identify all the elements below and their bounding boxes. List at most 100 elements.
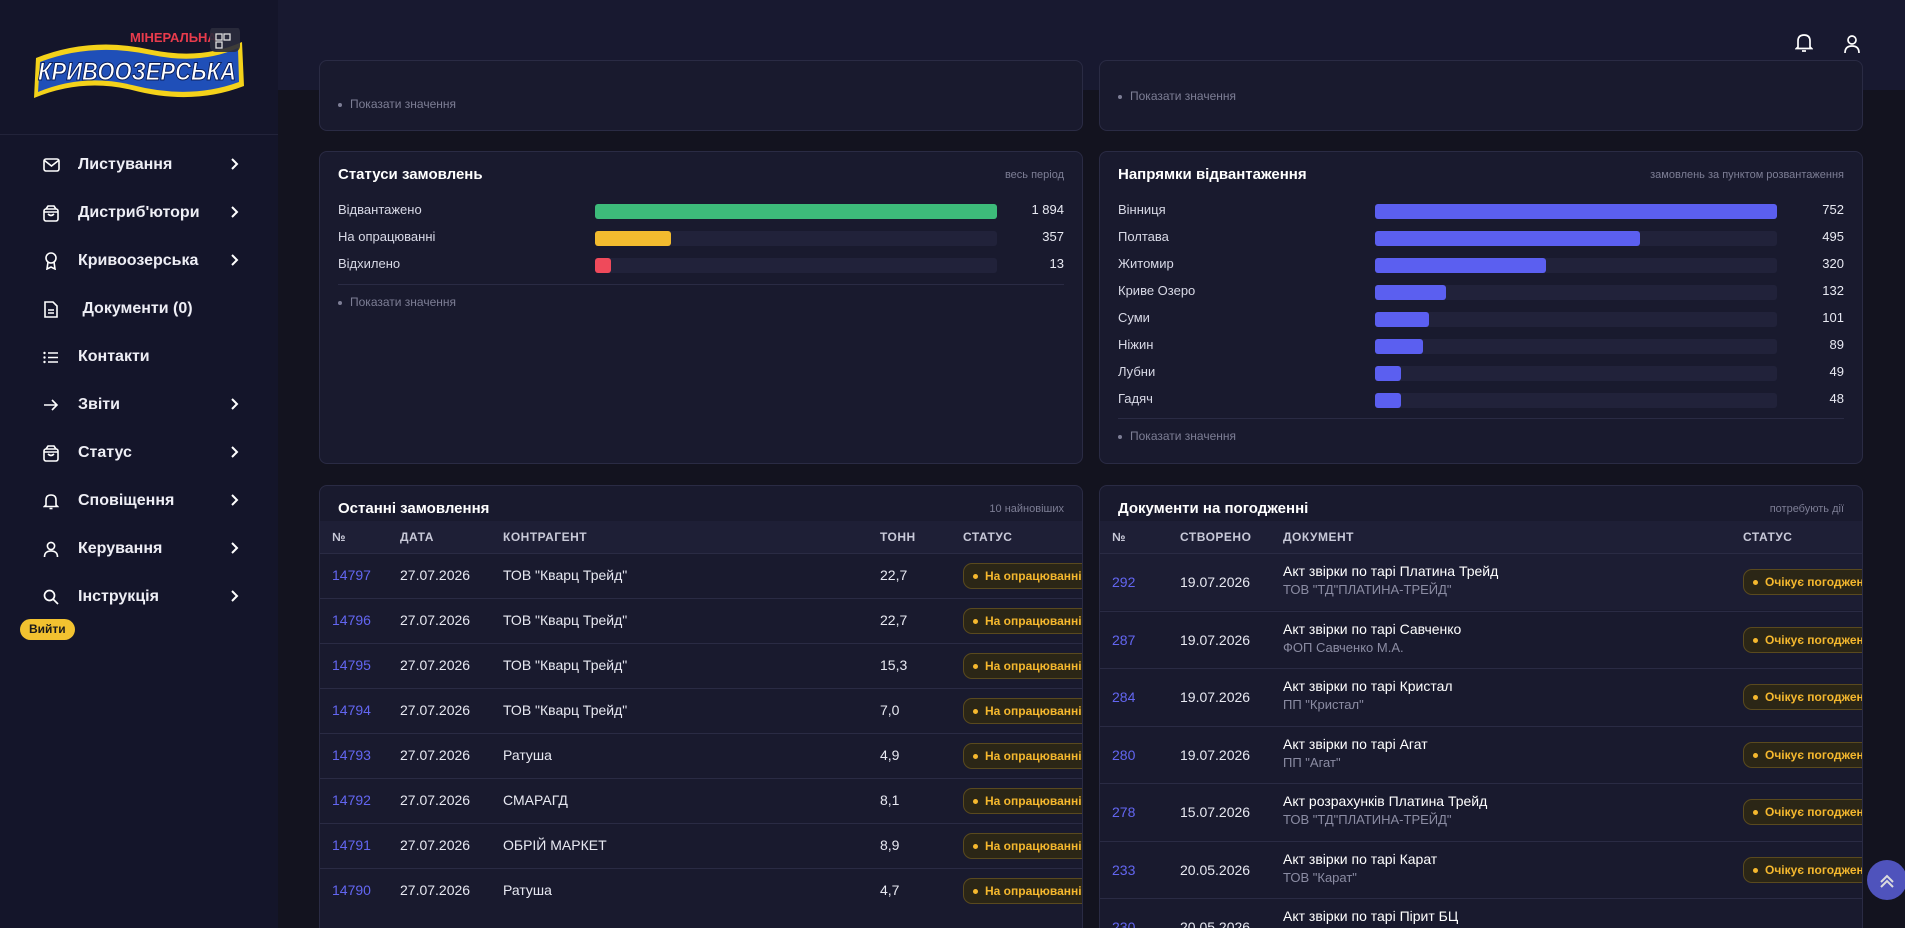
bar-label: Гадяч — [1118, 391, 1153, 406]
order-number-link[interactable]: 14790 — [332, 882, 371, 898]
table-row[interactable]: 14796 27.07.2026 ТОВ "Кварц Трейд" 22,7 На о… — [320, 598, 1082, 643]
table-row[interactable]: 14794 27.07.2026 ТОВ "Кварц Трейд" 7,0 На оп… — [320, 688, 1082, 733]
order-number-link[interactable]: 14797 — [332, 567, 371, 583]
bell-icon[interactable] — [1795, 33, 1813, 53]
order-tons: 8,1 — [880, 792, 900, 808]
table-row[interactable]: 14790 27.07.2026 Ратуша 4,7 На опрацюванні — [320, 868, 1082, 913]
top-right-card: Показати значення — [1099, 60, 1863, 131]
document-title[interactable]: Акт звірки по тарі Платина Трейд — [1283, 563, 1499, 579]
order-number-link[interactable]: 14794 — [332, 702, 371, 718]
document-title[interactable]: Акт звірки по тарі Агат — [1283, 735, 1428, 752]
column-header[interactable]: ДОКУМЕНТ — [1283, 530, 1354, 544]
document-created-date: 19.07.2026 — [1180, 689, 1251, 705]
table-row[interactable]: 14795 27.07.2026 ТОВ "Кварц Трейд" 15,3 На о… — [320, 643, 1082, 688]
bullet-icon — [1118, 434, 1122, 439]
bar-track — [1375, 258, 1777, 273]
bar-track — [1375, 393, 1777, 408]
sidebar-item-distributors[interactable]: Дистриб'ютори — [0, 189, 278, 237]
brand-logo[interactable]: МІНЕРАЛЬНА КРИВООЗЕРСЬКА — [32, 28, 247, 112]
document-created-date: 19.07.2026 — [1180, 631, 1251, 648]
table-row[interactable]: 287 19.07.2026 Акт звірки по тарі Савченко… — [1100, 610, 1862, 668]
column-header[interactable]: ТОНН — [880, 530, 916, 544]
table-row[interactable]: 14792 27.07.2026 СМАРАГД 8,1 На опрацюванні — [320, 778, 1082, 823]
status-bar-row: Відвантажено 1 894 — [338, 200, 1064, 220]
sidebar-item-correspondence[interactable]: Листування — [0, 141, 278, 189]
order-number-link[interactable]: 14793 — [332, 747, 371, 763]
document-title[interactable]: Акт звірки по тарі Савченко — [1283, 620, 1462, 637]
document-number-link[interactable]: 292 — [1112, 574, 1136, 590]
bar-fill — [595, 258, 612, 273]
status-badge: Очікує погодження — [1743, 626, 1862, 653]
sidebar-item-management[interactable]: Керування — [0, 525, 278, 573]
column-header[interactable]: СТВОРЕНО — [1180, 530, 1252, 544]
status-badge: На опрацюванні — [963, 698, 1082, 724]
column-header[interactable]: № — [332, 530, 346, 544]
sidebar-item-label: Документи (0) — [78, 300, 193, 317]
scroll-to-top-button[interactable] — [1867, 860, 1905, 900]
column-header[interactable]: СТАТУС — [1743, 530, 1793, 544]
table-row[interactable]: 14791 27.07.2026 ОБРІЙ МАРКЕТ 8,9 На опрацюв… — [320, 823, 1082, 868]
sidebar-item-documents[interactable]: Документи (0) — [0, 285, 278, 333]
table-row[interactable]: 14797 27.07.2026 ТОВ "Кварц Трейд" 22,7 На о… — [320, 553, 1082, 598]
bullet-icon — [338, 300, 342, 305]
document-number-link[interactable]: 280 — [1112, 746, 1136, 763]
table-row[interactable]: 292 19.07.2026 Акт звірки по тарі Платина … — [1100, 553, 1862, 610]
award-icon — [42, 252, 60, 270]
user-icon[interactable] — [1843, 34, 1861, 54]
order-number-link[interactable]: 14792 — [332, 792, 371, 808]
column-header[interactable]: № — [1112, 530, 1126, 544]
sidebar-item-label: Контакти — [78, 348, 150, 365]
document-title[interactable]: Акт звірки по тарі Пірит БЦ — [1283, 908, 1459, 924]
bar-track — [595, 231, 997, 246]
show-values-toggle[interactable]: Показати значення — [338, 97, 456, 111]
sidebar-item-notifications[interactable]: Сповіщення — [0, 477, 278, 525]
table-row[interactable]: 280 19.07.2026 Акт звірки по тарі Агат ПП "… — [1100, 725, 1862, 783]
bar-fill — [1375, 393, 1401, 408]
show-values-toggle[interactable]: Показати значення — [1118, 89, 1236, 103]
document-party: ФОП Савченко М.А. — [1283, 639, 1404, 655]
bar-value: 320 — [1822, 256, 1844, 271]
chevron-right-icon — [231, 158, 239, 170]
document-title[interactable]: Акт розрахунків Платина Трейд — [1283, 793, 1488, 809]
column-header[interactable]: ДАТА — [400, 530, 434, 544]
order-counterparty: СМАРАГД — [503, 792, 568, 808]
table-row[interactable]: 278 15.07.2026 Акт розрахунків Платина Тре… — [1100, 783, 1862, 840]
document-cell: Акт звірки по тарі Пірит БЦ — [1283, 908, 1458, 927]
direction-bar-row: Суми 101 — [1118, 308, 1844, 328]
sidebar-item-instructions[interactable]: Інструкція — [0, 573, 278, 621]
order-tons: 15,3 — [880, 657, 908, 673]
table-row[interactable]: 284 19.07.2026 Акт звірки по тарі Кристал П… — [1100, 668, 1862, 725]
bar-label: Полтава — [1118, 229, 1169, 244]
sidebar-item-reports[interactable]: Звіти — [0, 381, 278, 429]
recent-orders-card: Останні замовлення 10 найновіших № ДАТА … — [319, 485, 1083, 928]
sidebar-item-status[interactable]: Статус — [0, 429, 278, 477]
column-header[interactable]: КОНТРАГЕНТ — [503, 530, 588, 544]
column-header[interactable]: СТАТУС — [963, 530, 1013, 544]
show-values-toggle[interactable]: Показати значення — [338, 295, 456, 309]
order-counterparty: ОБРІЙ МАРКЕТ — [503, 837, 607, 853]
order-number-link[interactable]: 14796 — [332, 612, 371, 628]
document-title[interactable]: Акт звірки по тарі Карат — [1283, 850, 1438, 867]
document-number-link[interactable]: 278 — [1112, 804, 1136, 820]
table-row[interactable]: 14793 27.07.2026 Ратуша 4,9 На опрацюванні — [320, 733, 1082, 778]
document-number-link[interactable]: 284 — [1112, 689, 1136, 705]
document-number-link[interactable]: 230 — [1112, 919, 1136, 928]
sidebar-item-kryvoozerska[interactable]: Кривоозерська — [0, 237, 278, 285]
bar-value: 49 — [1829, 364, 1844, 379]
document-number-link[interactable]: 287 — [1112, 631, 1136, 648]
order-number-link[interactable]: 14791 — [332, 837, 371, 853]
table-row[interactable]: 230 20.05.2026 Акт звірки по тарі Пірит БЦ — [1100, 898, 1862, 928]
table-row[interactable]: 233 20.05.2026 Акт звірки по тарі Карат ТОВ… — [1100, 840, 1862, 898]
sidebar-item-contacts[interactable]: Контакти — [0, 333, 278, 381]
document-cell: Акт звірки по тарі Платина Трейд ТОВ "ТД"… — [1283, 563, 1498, 597]
status-badge: Очікує погодження — [1743, 684, 1862, 710]
card-subtitle: потребують дії — [1769, 503, 1844, 515]
logo-main-text: КРИВООЗЕРСЬКА — [38, 58, 236, 86]
document-number-link[interactable]: 233 — [1112, 861, 1136, 878]
user-icon — [42, 540, 60, 558]
document-title[interactable]: Акт звірки по тарі Кристал — [1283, 678, 1453, 694]
order-date: 27.07.2026 — [400, 702, 471, 718]
show-values-toggle[interactable]: Показати значення — [1118, 429, 1236, 443]
logout-button[interactable]: Вийти — [20, 619, 75, 640]
order-number-link[interactable]: 14795 — [332, 657, 371, 673]
